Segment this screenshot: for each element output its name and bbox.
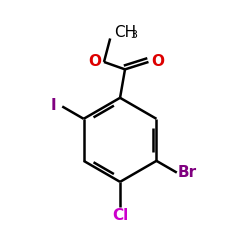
Text: Cl: Cl	[112, 208, 128, 223]
Text: O: O	[151, 54, 164, 69]
Text: 3: 3	[131, 30, 138, 40]
Text: Br: Br	[178, 165, 197, 180]
Text: I: I	[51, 98, 56, 113]
Text: CH: CH	[114, 25, 136, 40]
Text: O: O	[88, 54, 101, 69]
